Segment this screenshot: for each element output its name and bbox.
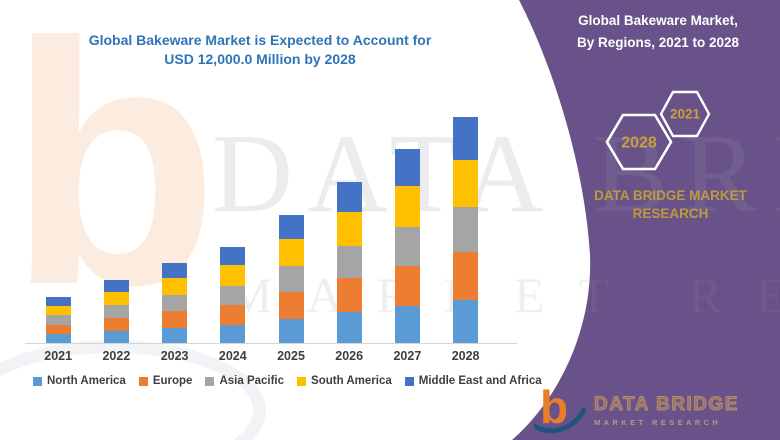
- stacked-bar-2027: [394, 149, 420, 343]
- bar-segment-north-america: [278, 318, 304, 343]
- stacked-bar-2024: [220, 247, 246, 343]
- x-axis-label-2021: 2021: [44, 349, 73, 363]
- bar-segment-europe: [45, 324, 71, 335]
- chart-title-line2: USD 12,000.0 Million by 2028: [164, 51, 356, 67]
- bar-segment-europe: [220, 304, 246, 325]
- bar-segment-north-america: [336, 312, 362, 343]
- chart-title-line1: Global Bakeware Market is Expected to Ac…: [88, 32, 432, 48]
- bar-segment-middle-east-and-africa: [336, 181, 362, 213]
- bar-segment-asia-pacific: [336, 246, 362, 279]
- bar-segment-north-america: [220, 324, 246, 343]
- legend-swatch-icon: [138, 376, 148, 386]
- bar-segment-north-america: [162, 327, 188, 343]
- legend-swatch-icon: [205, 376, 215, 386]
- chart-title: Global Bakeware Market is Expected to Ac…: [0, 31, 520, 69]
- chart-legend: North America Europe Asia Pacific South Ame…: [33, 375, 542, 387]
- legend-item-middle-east-and-africa: Middle East and Africa: [404, 375, 542, 387]
- bar-segment-south-america: [103, 291, 129, 306]
- bar-segment-north-america: [103, 330, 129, 343]
- stacked-bar-2026: [336, 181, 362, 343]
- bar-segment-asia-pacific: [453, 207, 479, 253]
- x-axis-label-2027: 2027: [393, 349, 422, 363]
- stacked-bar-2028: [453, 116, 479, 343]
- legend-item-north-america: North America: [33, 375, 126, 387]
- bar-segment-middle-east-and-africa: [220, 247, 246, 266]
- legend-item-europe: Europe: [138, 375, 193, 387]
- legend-label: South America: [311, 375, 392, 387]
- bar-segment-asia-pacific: [162, 295, 188, 311]
- bar-segment-asia-pacific: [278, 266, 304, 292]
- bar-segment-middle-east-and-africa: [103, 280, 129, 292]
- legend-label: Europe: [152, 375, 193, 387]
- stacked-bar-2022: [103, 280, 129, 343]
- legend-label: Middle East and Africa: [418, 375, 542, 387]
- bar-segment-south-america: [45, 305, 71, 316]
- bar-segment-europe: [336, 278, 362, 313]
- x-axis-label-2028: 2028: [451, 349, 480, 363]
- bar-segment-europe: [394, 265, 420, 307]
- bar-segment-asia-pacific: [394, 226, 420, 266]
- stacked-bar-2021: [45, 296, 71, 343]
- bar-segment-middle-east-and-africa: [45, 296, 71, 306]
- bar-segment-north-america: [453, 299, 479, 343]
- legend-label: North America: [47, 375, 126, 387]
- legend-swatch-icon: [297, 376, 307, 386]
- bar-segment-north-america: [394, 306, 420, 343]
- bar-segment-asia-pacific: [45, 315, 71, 325]
- bar-segment-south-america: [278, 239, 304, 267]
- bar-segment-south-america: [453, 159, 479, 208]
- x-axis-label-2025: 2025: [277, 349, 305, 363]
- bar-segment-south-america: [162, 278, 188, 296]
- x-axis-label-2023: 2023: [160, 349, 189, 363]
- bar-segment-south-america: [394, 186, 420, 227]
- bar-segment-europe: [278, 291, 304, 319]
- stacked-bar-2023: [162, 263, 188, 343]
- bar-segment-asia-pacific: [103, 305, 129, 318]
- legend-swatch-icon: [404, 376, 414, 386]
- bar-segment-south-america: [220, 265, 246, 286]
- bar-segment-asia-pacific: [220, 285, 246, 305]
- legend-item-south-america: South America: [297, 375, 392, 387]
- bar-segment-middle-east-and-africa: [394, 149, 420, 187]
- bar-segment-middle-east-and-africa: [453, 116, 479, 160]
- x-axis-label-2026: 2026: [335, 349, 364, 363]
- legend-item-asia-pacific: Asia Pacific: [205, 375, 284, 387]
- bar-segment-north-america: [45, 334, 71, 343]
- bar-segment-middle-east-and-africa: [162, 263, 188, 279]
- legend-label: Asia Pacific: [219, 375, 285, 387]
- x-axis-line: [25, 343, 517, 344]
- x-axis-label-2024: 2024: [218, 349, 247, 363]
- bar-segment-south-america: [336, 212, 362, 247]
- bar-segment-europe: [453, 252, 479, 300]
- bar-segment-middle-east-and-africa: [278, 214, 304, 240]
- legend-swatch-icon: [33, 376, 42, 386]
- bar-segment-europe: [162, 311, 188, 328]
- purple-panel-shape: [512, 0, 780, 440]
- x-axis-label-2022: 2022: [102, 349, 131, 363]
- bar-segment-europe: [103, 317, 129, 331]
- stacked-bar-2025: [278, 214, 304, 343]
